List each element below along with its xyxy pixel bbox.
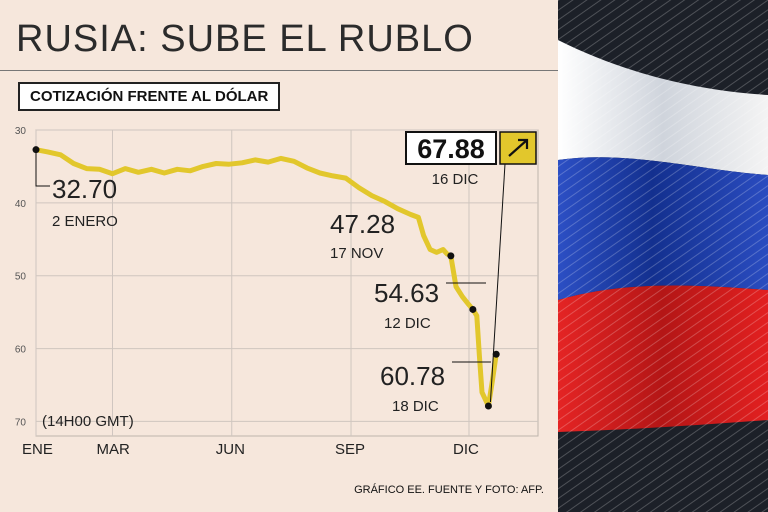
- y-tick-label: 60: [15, 345, 27, 356]
- title-divider: [0, 70, 558, 71]
- annotation-label: 12 DIC: [384, 315, 431, 332]
- y-tick-label: 30: [15, 126, 27, 137]
- annotation-value: 32.70: [52, 174, 117, 204]
- x-tick-label: SEP: [335, 441, 365, 458]
- russian-flag-photo: [558, 0, 768, 512]
- annotation-value: 60.78: [380, 361, 445, 391]
- chart-subtitle: COTIZACIÓN FRENTE AL DÓLAR: [18, 82, 281, 111]
- annotation-label: 18 DIC: [392, 398, 439, 415]
- annotation-dot: [469, 305, 477, 313]
- x-tick-label: DIC: [453, 441, 479, 458]
- annotation-leader: [35, 147, 50, 187]
- source-credit: GRÁFICO EE. FUENTE Y FOTO: AFP.: [354, 484, 544, 496]
- annotation-label: 16 DIC: [432, 171, 479, 188]
- x-tick-label: ENE: [22, 441, 53, 458]
- annotation-dot: [32, 146, 40, 154]
- y-tick-label: 50: [15, 272, 27, 283]
- page-title: RUSIA: SUBE EL RUBLO: [16, 18, 474, 60]
- x-tick-label: JUN: [216, 441, 245, 458]
- x-tick-label: MAR: [96, 441, 130, 458]
- annotation-dot: [447, 252, 455, 260]
- annotation-leader: [489, 163, 506, 403]
- series-line: [33, 147, 499, 409]
- russian-flag-icon: [558, 0, 768, 512]
- annotation-value: 54.63: [374, 278, 439, 308]
- y-tick-label: 40: [15, 199, 27, 210]
- annotation-label: 2 ENERO: [52, 213, 118, 230]
- highlight-value-box: [405, 131, 497, 165]
- annotation-label: 17 NOV: [330, 245, 383, 262]
- annotation-value: 67.88: [417, 134, 485, 164]
- y-tick-label: 70: [15, 417, 27, 428]
- annotation-dot: [492, 350, 500, 358]
- annotation-dot: [484, 402, 492, 410]
- annotation-value: 47.28: [330, 209, 395, 239]
- chart-panel: RUSIA: SUBE EL RUBLO COTIZACIÓN FRENTE A…: [0, 18, 558, 496]
- chart-note: (14H00 GMT): [42, 413, 134, 430]
- line-chart: 30 40 50 60 70 ENE MAR JUN SEP DIC (14H00 GMT) 32.7…: [15, 126, 539, 458]
- up-arrow-icon: [508, 138, 529, 157]
